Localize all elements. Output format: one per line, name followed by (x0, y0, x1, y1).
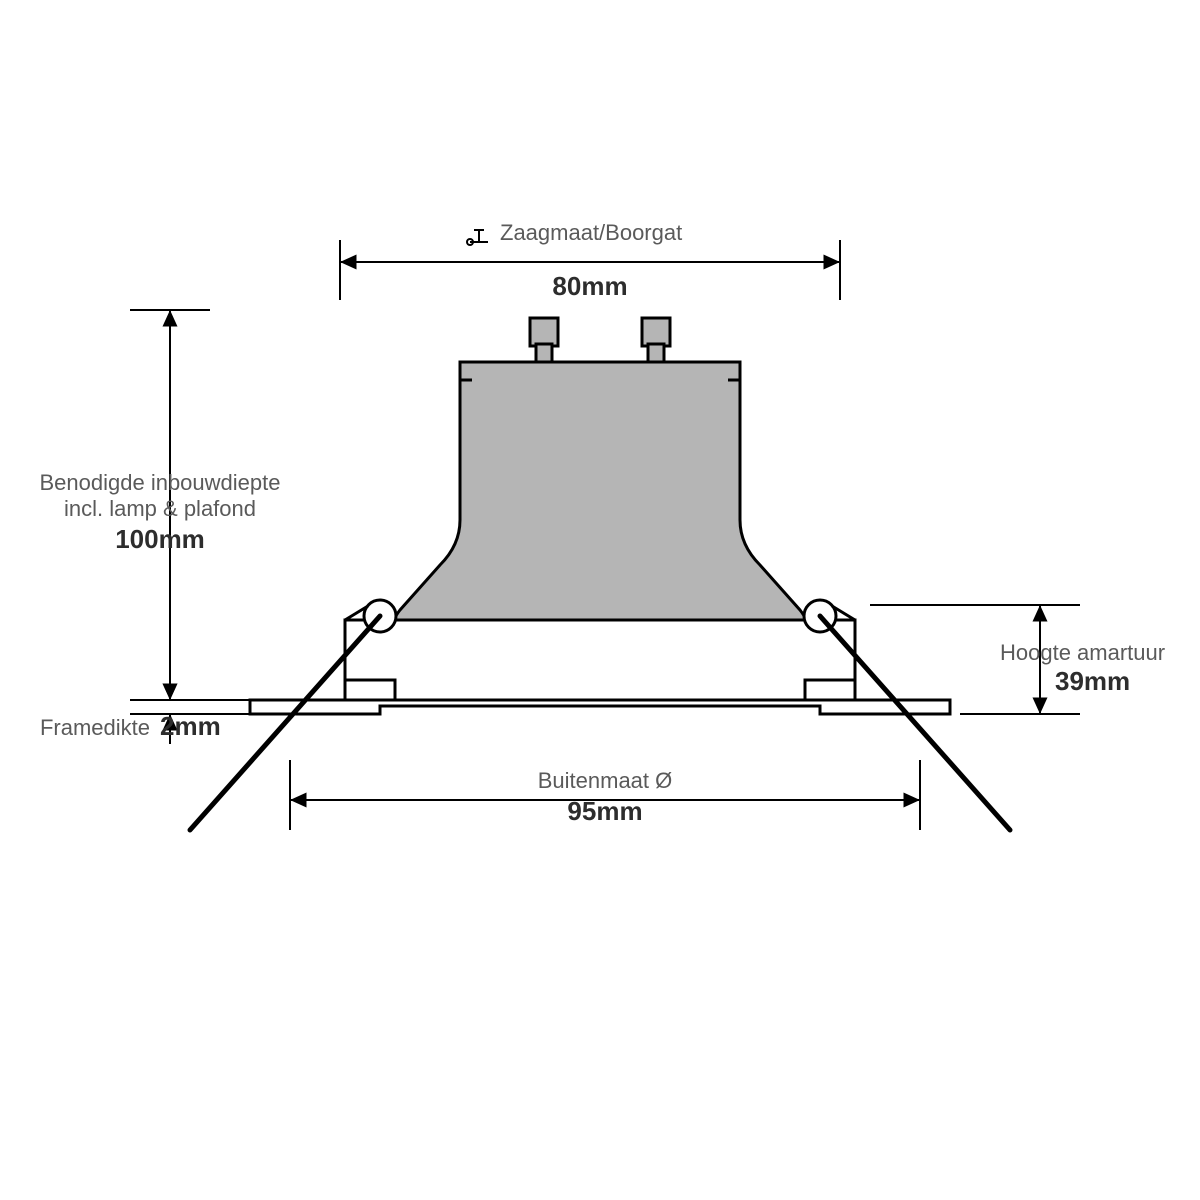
dim-frame-label: Framedikte (40, 715, 150, 740)
dim-outer-value: 95mm (567, 796, 642, 826)
dim-cut-hole-label: Zaagmaat/Boorgat (500, 220, 682, 245)
dim-outer-label: Buitenmaat Ø (538, 768, 673, 793)
dim-depth-value: 100mm (115, 524, 205, 554)
gu10-bulb (388, 318, 812, 655)
bulb-body (388, 362, 812, 655)
dim-cut-hole: Zaagmaat/Boorgat 80mm (340, 220, 840, 301)
dim-frame-value: 2mm (160, 711, 221, 741)
drill-icon (467, 230, 488, 245)
dim-depth-label2: incl. lamp & plafond (64, 496, 256, 521)
outer-frame (250, 700, 950, 714)
dim-outer-diameter: Buitenmaat Ø 95mm (290, 760, 920, 830)
dim-depth-label1: Benodigde inbouwdiepte (40, 470, 281, 495)
dim-height-label: Hoogte amartuur (1000, 640, 1165, 665)
fixture-housing (345, 620, 855, 700)
bulb-pin-right (642, 318, 670, 364)
technical-drawing: Zaagmaat/Boorgat 80mm Benodigde inbouwdi… (0, 0, 1200, 1200)
dim-frame-thickness: Framedikte 2mm (40, 670, 250, 744)
dim-height-value: 39mm (1055, 666, 1130, 696)
dim-cut-hole-value: 80mm (552, 271, 627, 301)
bulb-pin-left (530, 318, 558, 364)
dim-install-depth: Benodigde inbouwdiepte incl. lamp & plaf… (40, 310, 281, 700)
dim-fixture-height: Hoogte amartuur 39mm (870, 605, 1165, 714)
